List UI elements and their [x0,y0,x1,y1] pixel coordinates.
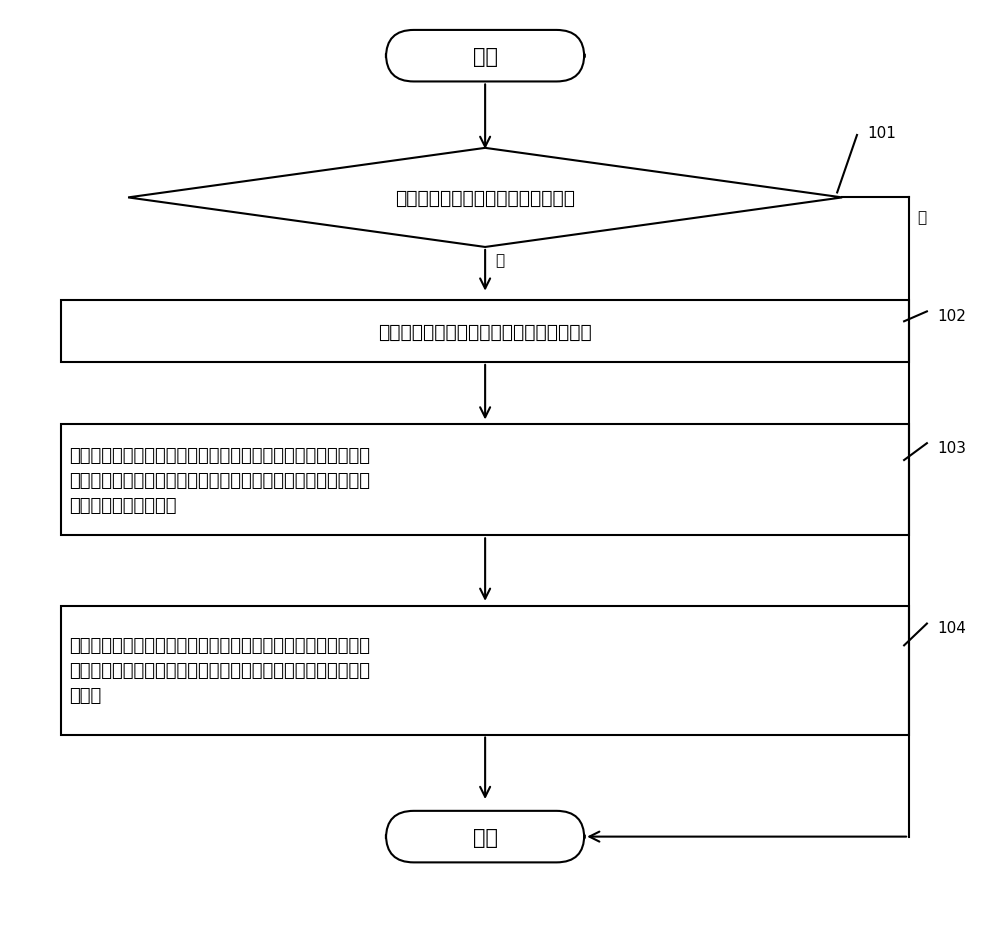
Text: 终端设备启动终端设备的身体疲劳检测功能: 终端设备启动终端设备的身体疲劳检测功能 [378,323,592,341]
FancyBboxPatch shape [61,425,909,536]
Text: 当上述当前心率波动规律与预设心率波动规律相匹配时，终端设
备确定用户处于疲劳驾驶状态，并输出针对该疲劳驾驶状态的预
警消息: 当上述当前心率波动规律与预设心率波动规律相匹配时，终端设 备确定用户处于疲劳驾驶… [69,637,370,705]
FancyBboxPatch shape [386,811,584,862]
Text: 是: 是 [495,253,504,268]
Text: 终端设备检测用户是否处于驾驶状态: 终端设备检测用户是否处于驾驶状态 [395,189,575,208]
Text: 否: 否 [917,210,926,225]
Text: 104: 104 [937,621,966,636]
Text: 在上述身体疲劳检测功能下，终端设备通过终端设备上的心率传
感器监测用户的身体心率值，并根据监测到的身体心率值确定用
户的当前心率波动规律: 在上述身体疲劳检测功能下，终端设备通过终端设备上的心率传 感器监测用户的身体心率… [69,447,370,514]
Text: 结束: 结束 [473,827,498,846]
Text: 开始: 开始 [473,46,498,67]
FancyBboxPatch shape [61,606,909,735]
FancyBboxPatch shape [386,31,584,83]
Polygon shape [128,148,842,248]
Text: 103: 103 [937,440,966,455]
FancyBboxPatch shape [61,301,909,362]
Text: 101: 101 [867,126,896,141]
Text: 102: 102 [937,309,966,324]
